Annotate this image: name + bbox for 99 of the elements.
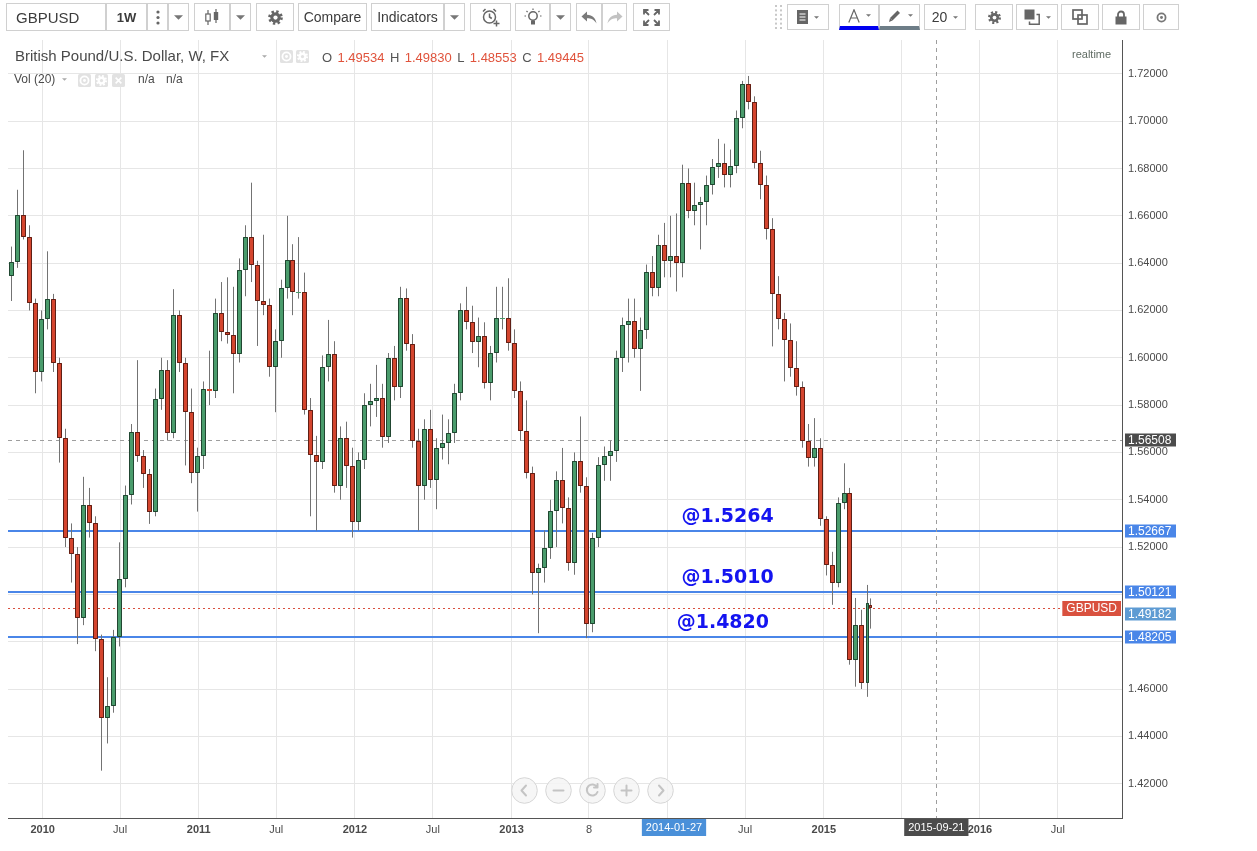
y-tick-label: 1.46000 bbox=[1128, 682, 1168, 695]
candlestick bbox=[141, 449, 146, 489]
candlestick bbox=[830, 551, 835, 606]
toolbar-button: Indicators bbox=[371, 3, 444, 31]
y-tick-label: 1.70000 bbox=[1128, 114, 1168, 127]
candlestick bbox=[638, 317, 643, 392]
candlestick bbox=[500, 286, 505, 330]
candlestick bbox=[650, 255, 655, 297]
x-tick-label: 2015 bbox=[811, 822, 837, 835]
annotation: @1.5010 bbox=[681, 564, 774, 587]
y-tick-label: 1.54000 bbox=[1128, 492, 1168, 505]
x-tick-label: Jul bbox=[738, 822, 753, 835]
candlestick bbox=[296, 236, 301, 300]
candlestick bbox=[626, 298, 631, 364]
x-tick-label: 2012 bbox=[342, 822, 368, 835]
annotation: @1.4820 bbox=[676, 609, 770, 632]
candlestick bbox=[608, 440, 613, 482]
candlestick bbox=[105, 676, 110, 744]
toolbar-button: 20 bbox=[924, 4, 966, 30]
candlestick bbox=[716, 138, 721, 179]
candlestick bbox=[231, 286, 236, 394]
y-tick-label: 1.44000 bbox=[1128, 729, 1168, 742]
candlestick bbox=[69, 522, 74, 584]
y-tick-label: 1.58000 bbox=[1128, 398, 1168, 411]
x-tick-label: Jul bbox=[1050, 822, 1065, 835]
y-tick-label: 1.52000 bbox=[1128, 540, 1168, 553]
annotation: realtime bbox=[1072, 48, 1112, 61]
candlestick bbox=[219, 281, 224, 342]
candlestick bbox=[728, 149, 733, 188]
candlestick bbox=[794, 340, 799, 397]
annotation: Vol (20) bbox=[14, 72, 56, 87]
candlestick bbox=[710, 158, 715, 196]
candlestick bbox=[87, 487, 92, 539]
y-tick-label: 1.56000 bbox=[1128, 445, 1168, 458]
candlestick bbox=[704, 175, 709, 226]
candlestick bbox=[806, 423, 811, 468]
candlestick bbox=[674, 212, 679, 293]
candlestick bbox=[476, 317, 481, 368]
ref-line-label: 2015-09-21 bbox=[908, 821, 965, 834]
candlestick bbox=[842, 462, 847, 510]
candlestick bbox=[722, 143, 727, 188]
y-tick-label: 1.66000 bbox=[1128, 208, 1168, 221]
candlestick bbox=[470, 305, 475, 354]
candlestick bbox=[536, 563, 541, 634]
toolbar-button: 1W bbox=[106, 3, 147, 31]
candlestick bbox=[9, 246, 14, 302]
x-tick-label: 8 bbox=[585, 822, 593, 835]
x-tick-label: 2013 bbox=[499, 822, 524, 835]
candlestick bbox=[869, 597, 872, 630]
candlestick bbox=[195, 447, 200, 513]
y-tick-label: 1.42000 bbox=[1128, 776, 1168, 789]
candlestick bbox=[758, 150, 763, 200]
y-tick-label: 1.72000 bbox=[1128, 66, 1168, 79]
ref-line-label: 1.52667 bbox=[1128, 523, 1172, 538]
ref-line-label: 1.50121 bbox=[1128, 584, 1172, 599]
candlestick bbox=[542, 530, 547, 584]
candlestick bbox=[692, 182, 697, 226]
candlestick bbox=[446, 418, 451, 465]
ref-line-label: 1.56508 bbox=[1128, 432, 1172, 447]
y-tick-label: 1.64000 bbox=[1128, 256, 1168, 269]
candlestick bbox=[668, 215, 673, 278]
ref-line-label: GBPUSD bbox=[1066, 600, 1118, 615]
candlestick bbox=[782, 312, 787, 382]
text: 1.49182 bbox=[1128, 606, 1172, 621]
symbol-field: GBPUSD bbox=[6, 3, 106, 31]
candlestick bbox=[21, 149, 26, 240]
candlestick bbox=[225, 276, 230, 345]
candlestick bbox=[45, 250, 50, 330]
y-tick-label: 1.60000 bbox=[1128, 350, 1168, 363]
candlestick bbox=[314, 435, 319, 532]
candlestick bbox=[746, 75, 751, 110]
text: British Pound/U.S. Dollar, W, FX bbox=[15, 47, 230, 65]
candlestick bbox=[464, 286, 469, 330]
y-tick-label: 1.62000 bbox=[1128, 303, 1168, 316]
text: 2014-01-27 bbox=[645, 821, 703, 834]
ref-line-label: 1.48205 bbox=[1128, 629, 1172, 644]
candlestick bbox=[602, 446, 607, 482]
candlestick bbox=[326, 319, 331, 382]
candlestick bbox=[207, 350, 212, 406]
candlestick bbox=[698, 196, 703, 250]
candlestick bbox=[374, 364, 379, 418]
x-tick-label: 2016 bbox=[967, 822, 993, 835]
x-tick-label: 2011 bbox=[186, 822, 211, 835]
candlestick bbox=[135, 359, 140, 463]
annotation: n/a bbox=[138, 72, 156, 87]
candlestick bbox=[440, 414, 445, 461]
x-tick-label: Jul bbox=[113, 822, 128, 835]
candlestick bbox=[812, 417, 817, 468]
candlestick bbox=[368, 383, 373, 427]
annotation: @1.5264 bbox=[681, 504, 774, 527]
candlestick bbox=[261, 234, 266, 316]
toolbar-button: Compare bbox=[298, 3, 367, 31]
y-tick-label: 1.68000 bbox=[1128, 161, 1168, 174]
annotation: n/a bbox=[166, 72, 184, 87]
x-tick-label: Jul bbox=[269, 822, 284, 835]
x-tick-label: 2010 bbox=[30, 822, 55, 835]
x-tick-label: Jul bbox=[425, 822, 440, 835]
candlestick bbox=[662, 222, 667, 278]
text: O 1.49534 H 1.49830 L 1.48553 C 1.49445 bbox=[322, 49, 585, 65]
